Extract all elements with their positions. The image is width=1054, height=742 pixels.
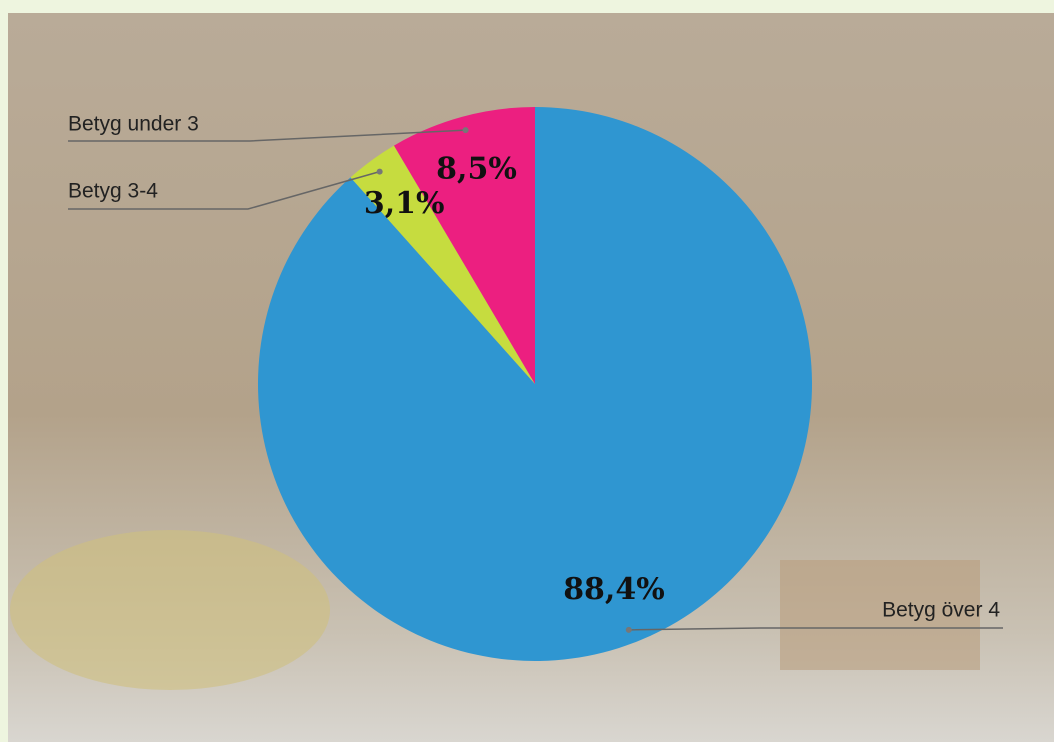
category-label: Betyg över 4: [882, 599, 1000, 622]
leader-line: [628, 627, 1003, 631]
category-label: Betyg 3-4: [68, 180, 158, 203]
value-label: 8,5%: [436, 151, 517, 186]
value-label: 88,4%: [563, 572, 665, 607]
leader-line: [68, 170, 380, 210]
pie-slice: [350, 145, 535, 384]
pie-slice: [257, 107, 812, 662]
category-label: Betyg under 3: [68, 113, 199, 136]
leader-dot: [376, 168, 383, 175]
leader-dot: [625, 626, 632, 633]
value-label: 3,1%: [364, 186, 445, 221]
helmet-shape: [10, 530, 330, 690]
leader-dot: [462, 127, 469, 134]
pie: [257, 107, 812, 662]
leader-line: [68, 129, 466, 142]
toolbox-shape: [780, 560, 980, 670]
pie-slice: [393, 107, 535, 384]
